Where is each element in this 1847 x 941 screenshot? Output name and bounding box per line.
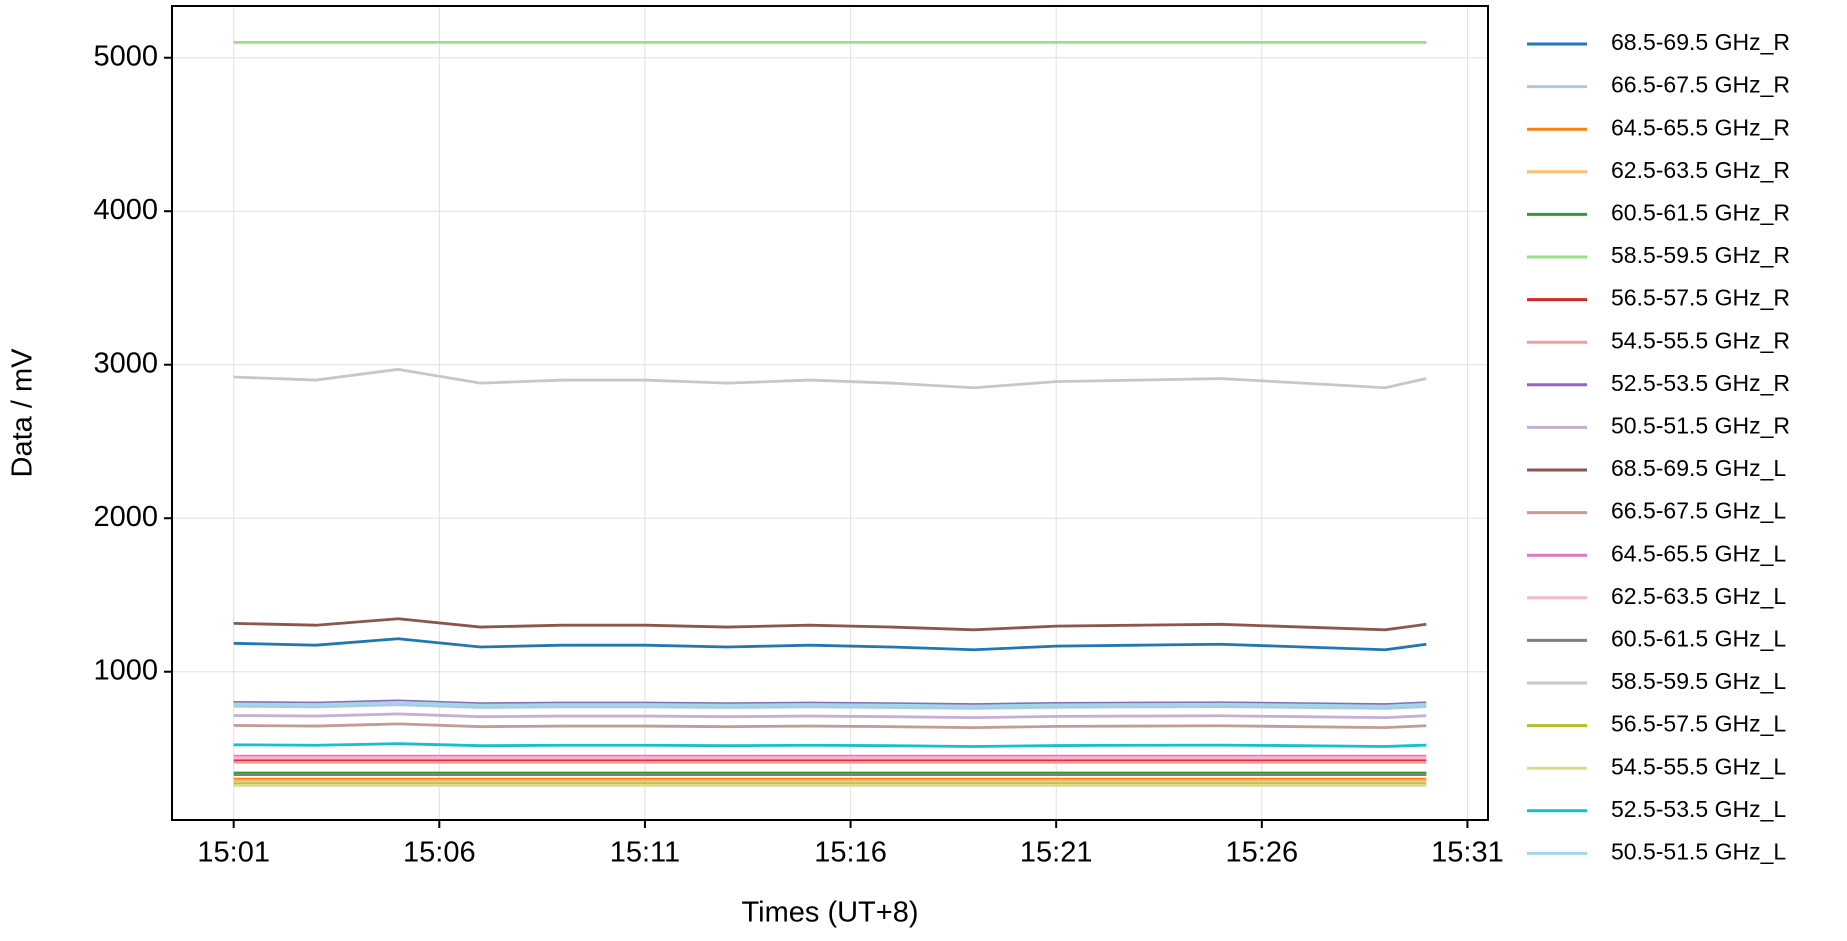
legend-label: 58.5-59.5 GHz_R bbox=[1611, 242, 1790, 268]
series-line bbox=[233, 712, 1427, 720]
series-line bbox=[233, 699, 1427, 706]
legend-label: 60.5-61.5 GHz_L bbox=[1611, 625, 1786, 651]
legend-label: 56.5-57.5 GHz_R bbox=[1611, 285, 1790, 311]
series-line bbox=[233, 637, 1427, 652]
y-tick-label: 1000 bbox=[93, 654, 158, 686]
legend-label: 52.5-53.5 GHz_L bbox=[1611, 796, 1786, 822]
x-tick-label: 15:21 bbox=[1020, 837, 1093, 869]
legend-label: 54.5-55.5 GHz_L bbox=[1611, 753, 1786, 779]
legend-label: 58.5-59.5 GHz_L bbox=[1611, 668, 1786, 694]
legend-label: 66.5-67.5 GHz_R bbox=[1611, 72, 1790, 98]
series-line bbox=[233, 367, 1427, 390]
legend-label: 56.5-57.5 GHz_L bbox=[1611, 711, 1786, 737]
legend-label: 66.5-67.5 GHz_L bbox=[1611, 498, 1786, 524]
legend-label: 54.5-55.5 GHz_R bbox=[1611, 327, 1790, 353]
legend-label: 50.5-51.5 GHz_L bbox=[1611, 838, 1786, 864]
x-axis-label: Times (UT+8) bbox=[742, 897, 919, 929]
x-tick-label: 15:31 bbox=[1431, 837, 1504, 869]
series-line bbox=[233, 742, 1427, 748]
series-line bbox=[233, 722, 1427, 729]
y-tick-label: 4000 bbox=[93, 194, 158, 226]
plot-frame bbox=[171, 5, 1489, 821]
y-tick-label: 2000 bbox=[93, 501, 158, 533]
series-line bbox=[233, 703, 1427, 710]
x-tick-label: 15:06 bbox=[403, 837, 476, 869]
legend-label: 52.5-53.5 GHz_R bbox=[1611, 370, 1790, 396]
series-line bbox=[233, 617, 1427, 632]
x-tick-label: 15:01 bbox=[197, 837, 270, 869]
legend-label: 62.5-63.5 GHz_R bbox=[1611, 157, 1790, 183]
legend-label: 64.5-65.5 GHz_L bbox=[1611, 540, 1786, 566]
legend-label: 62.5-63.5 GHz_L bbox=[1611, 583, 1786, 609]
legend-label: 50.5-51.5 GHz_R bbox=[1611, 412, 1790, 438]
legend-label: 60.5-61.5 GHz_R bbox=[1611, 199, 1790, 225]
legend-label: 68.5-69.5 GHz_R bbox=[1611, 29, 1790, 55]
x-tick-label: 15:11 bbox=[610, 837, 680, 869]
legend-label: 68.5-69.5 GHz_L bbox=[1611, 455, 1786, 481]
y-tick-label: 3000 bbox=[93, 347, 158, 379]
x-tick-label: 15:16 bbox=[814, 837, 887, 869]
y-tick-label: 5000 bbox=[93, 40, 158, 72]
y-axis-label: Data / mV bbox=[7, 348, 39, 478]
x-tick-label: 15:26 bbox=[1226, 837, 1299, 869]
legend-label: 64.5-65.5 GHz_R bbox=[1611, 114, 1790, 140]
series-line bbox=[233, 701, 1427, 708]
